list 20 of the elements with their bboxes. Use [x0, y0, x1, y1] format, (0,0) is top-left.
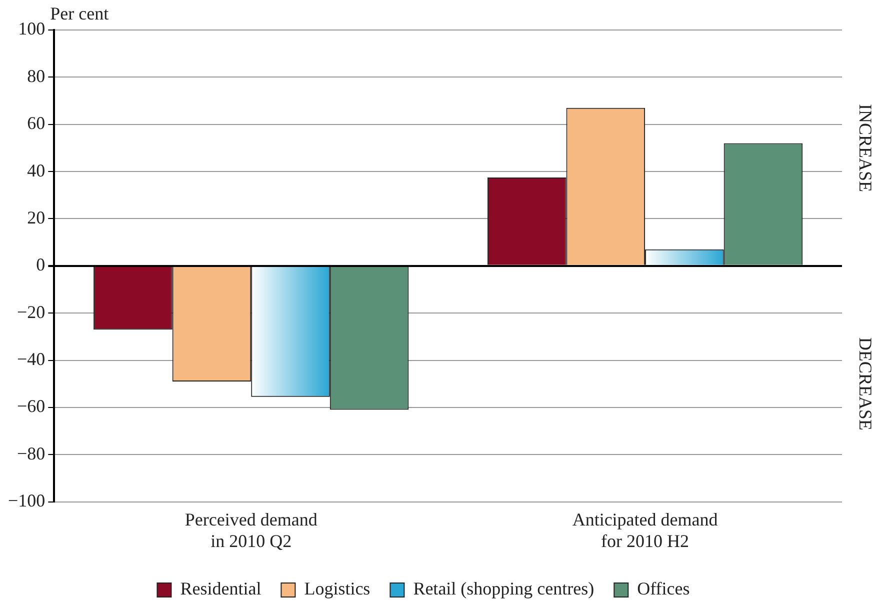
y-tick-label: −100: [8, 490, 46, 511]
legend-label: Residential: [180, 578, 262, 599]
y-tick-label: 100: [18, 18, 46, 39]
y-tick-label: −80: [16, 443, 46, 464]
y-tick-label: 20: [27, 207, 46, 228]
y-tick-label: −20: [16, 302, 46, 322]
legend-label: Offices: [637, 578, 690, 599]
text: INCREASE: [855, 104, 876, 192]
x-tick-label: Perceived demand in 2010 Q2: [184, 509, 318, 551]
x-tick-label: Anticipated demand for 2010 H2: [572, 509, 718, 551]
y-tick-label: −60: [16, 396, 46, 416]
text: DECREASE: [855, 337, 876, 430]
legend-label: Retail (shopping centres): [413, 578, 594, 599]
legend-label: Logistics: [304, 578, 370, 599]
y-tick-label: 0: [36, 254, 46, 275]
y-tick-label: 60: [27, 113, 46, 134]
y-tick-label: −40: [16, 348, 46, 369]
y-tick-label: 80: [27, 66, 46, 86]
y-tick-label: 40: [27, 160, 46, 180]
y-axis-title: Per cent: [50, 4, 109, 24]
